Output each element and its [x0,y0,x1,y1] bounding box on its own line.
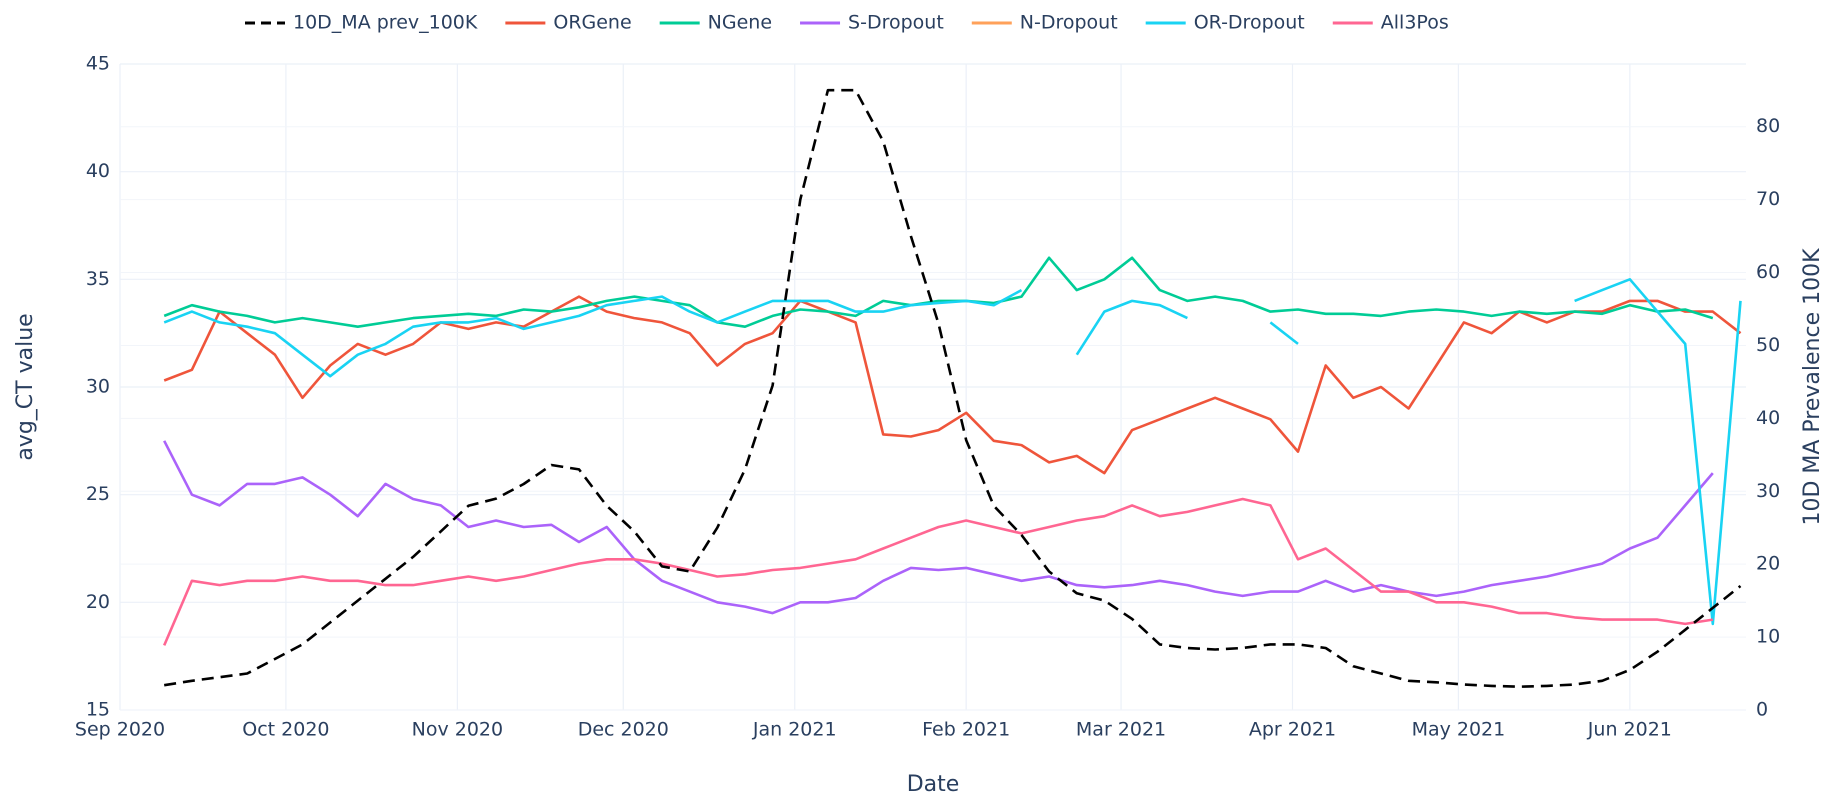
grid [119,63,1746,711]
x-tick-label: Feb 2021 [922,719,1010,741]
line-series [163,278,1742,626]
line-series [163,295,1742,475]
x-tick-label: Jan 2021 [752,719,837,741]
y-tick-label: 30 [86,376,110,398]
y2-tick-label: 60 [1756,261,1780,283]
line-series [163,497,1714,646]
line-series [163,440,1714,615]
x-tick-label: Mar 2021 [1076,719,1166,741]
x-tick-label: Jun 2021 [1587,719,1672,741]
y-tick-label: 20 [86,591,110,613]
line-series [163,256,1714,328]
legend-label: NGene [708,12,772,34]
y-tick-label: 35 [86,268,110,290]
legend-item[interactable]: 10D_MA prev_100K [245,12,478,34]
legend-label: OR-Dropout [1194,12,1305,34]
y-tick-label: 25 [86,483,110,505]
legend-label: 10D_MA prev_100K [293,12,478,34]
x-tick-label: Apr 2021 [1249,719,1336,741]
y2-tick-label: 50 [1756,334,1780,356]
x-tick-label: Dec 2020 [578,719,669,741]
y2-tick-label: 40 [1756,407,1780,429]
x-tick-label: Nov 2020 [412,719,503,741]
y2-tick-label: 0 [1756,699,1768,721]
y2-tick-label: 70 [1756,188,1780,210]
legend-label: All3Pos [1381,12,1449,34]
legend-item[interactable]: All3Pos [1332,12,1449,34]
y-tick-label: 15 [86,699,110,721]
y-tick-label: 40 [86,160,110,182]
legend-label: ORGene [553,12,631,34]
legend-label: S-Dropout [848,12,944,34]
x-tick-label: May 2021 [1412,719,1506,741]
y-tick-label: 45 [86,53,110,75]
x-axis-title: Date [907,772,960,797]
y2-tick-label: 80 [1756,115,1780,137]
line-series [163,88,1742,688]
legend-label: N-Dropout [1020,12,1118,34]
y2-axis-title: 10D MA Prevalence 100K [1800,248,1825,526]
legend-item[interactable]: OR-Dropout [1145,12,1305,34]
x-tick-label: Sep 2020 [75,719,165,741]
y2-tick-label: 20 [1756,553,1780,575]
legend-item[interactable]: ORGene [505,12,632,34]
legend-item[interactable]: S-Dropout [800,12,944,34]
y2-tick-label: 10 [1756,626,1780,648]
legend-item[interactable]: NGene [659,12,772,34]
legend-item[interactable]: N-Dropout [971,12,1118,34]
y-axis-title: avg_CT value [13,313,38,460]
x-tick-label: Oct 2020 [242,719,329,741]
y2-tick-label: 30 [1756,480,1780,502]
